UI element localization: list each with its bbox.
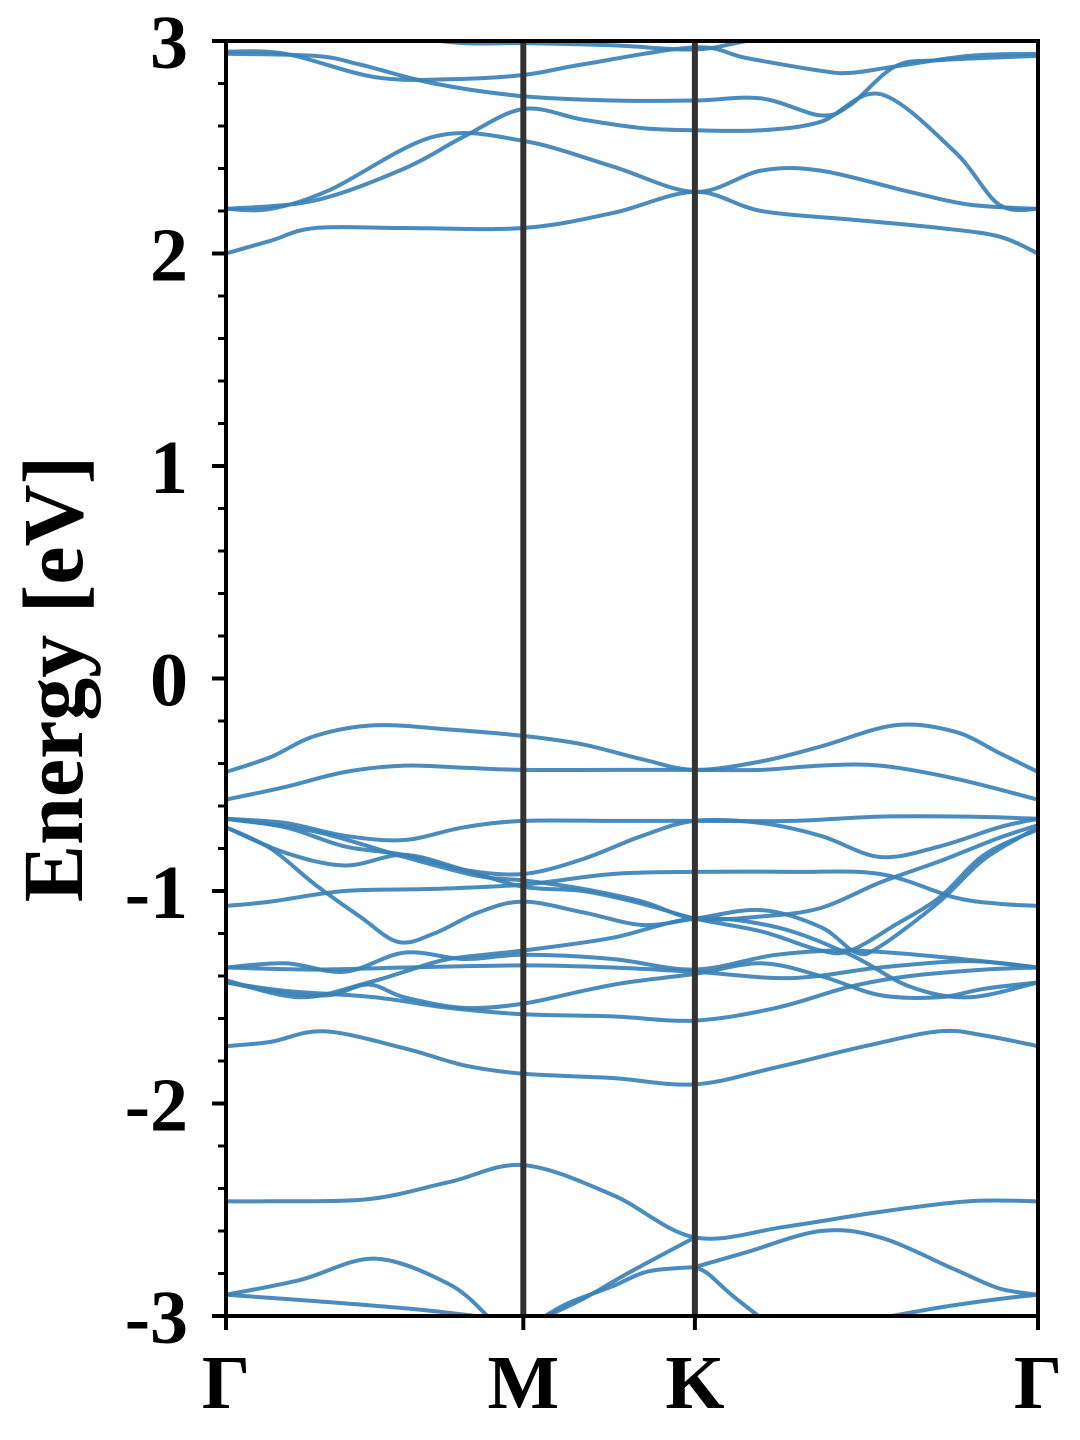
- y-tick-label: 1: [150, 426, 188, 510]
- y-tick-label: 0: [150, 639, 188, 723]
- band-line-6: [692, 1228, 1038, 1297]
- kpoint-lines-layer: [520, 41, 698, 1316]
- x-tick-label: Γ: [202, 1341, 250, 1425]
- band-line-21: [226, 762, 1038, 802]
- y-tick-label: -3: [125, 1276, 188, 1360]
- y-tick-label: 3: [150, 1, 188, 85]
- band-line-10: [226, 965, 1038, 1023]
- band-line-25: [226, 91, 1038, 213]
- band-line-4: [542, 1235, 697, 1316]
- band-line-18: [226, 816, 1038, 922]
- band-line-3: [226, 1162, 1038, 1241]
- band-line-9: [226, 1028, 1038, 1087]
- bands-layer: [226, 41, 1038, 1316]
- band-line-2: [226, 1292, 493, 1316]
- y-tick-label: 2: [150, 214, 188, 298]
- x-tick-label: K: [665, 1341, 724, 1425]
- x-tick-label: Γ: [1014, 1341, 1062, 1425]
- band-line-19: [226, 814, 1038, 843]
- band-line-1: [226, 1256, 490, 1316]
- band-line-20: [226, 816, 1038, 877]
- band-line-22: [226, 722, 1038, 774]
- band-line-16: [226, 825, 1038, 957]
- band-line-27: [226, 45, 1038, 82]
- band-line-24: [226, 131, 1038, 213]
- y-ticks-layer: -3 -2 -1 0 1 2 3: [125, 1, 226, 1360]
- band-line-12: [226, 916, 1038, 1000]
- band-line-5: [541, 1265, 697, 1316]
- band-line-7: [692, 1265, 762, 1316]
- x-tick-label: M: [487, 1341, 559, 1425]
- y-axis-label: Energy [eV]: [5, 456, 101, 903]
- y-tick-label: -2: [125, 1064, 188, 1148]
- y-tick-label: -1: [125, 851, 188, 935]
- band-line-23: [226, 189, 1038, 256]
- plot-frame: [224, 39, 1040, 1318]
- band-line-8: [880, 1292, 1038, 1316]
- band-line-15: [226, 869, 1038, 908]
